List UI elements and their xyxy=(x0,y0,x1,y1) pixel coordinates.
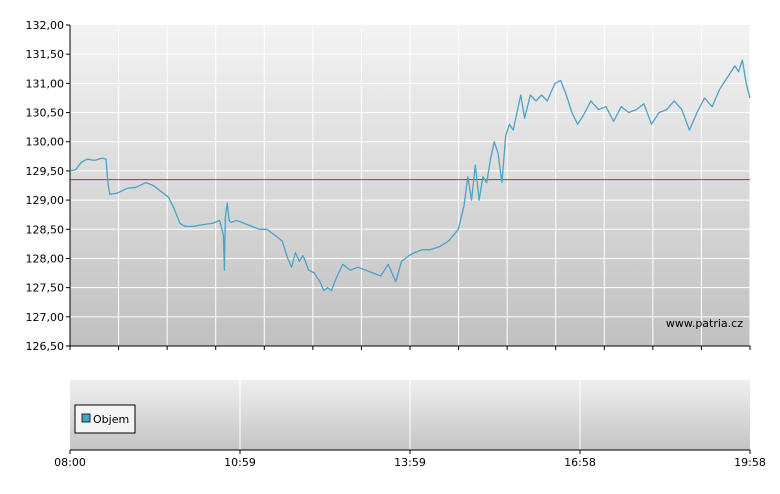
price-y-tick-label: 128,50 xyxy=(26,223,65,236)
price-y-tick-label: 132,00 xyxy=(26,19,65,32)
price-y-tick-label: 131,00 xyxy=(26,77,65,90)
volume-x-tick-label: 08:00 xyxy=(54,456,86,469)
volume-x-tick-label: 13:59 xyxy=(394,456,426,469)
price-panel: 132,00 131,50 131,00 130,50 130,00 129,50 129,… xyxy=(26,19,751,353)
price-y-ticks: 132,00 131,50 131,00 130,50 130,00 129,50 129,… xyxy=(26,19,70,353)
watermark: www.patria.cz xyxy=(666,317,743,330)
volume-x-ticks: 08:00 10:59 13:59 16:58 19:58 xyxy=(54,450,766,469)
price-y-tick-label: 131,50 xyxy=(26,48,65,61)
price-vertical-gridlines xyxy=(118,25,751,346)
volume-legend: Objem xyxy=(74,404,136,434)
price-y-tick-label: 130,00 xyxy=(26,136,65,149)
volume-x-tick-label: 19:58 xyxy=(734,456,766,469)
price-y-tick-label: 129,00 xyxy=(26,194,65,207)
price-series-line xyxy=(69,59,751,292)
price-y-tick-label: 128,00 xyxy=(26,252,65,265)
price-y-tick-label: 127,50 xyxy=(26,282,65,295)
price-y-tick-label: 129,50 xyxy=(26,165,65,178)
volume-legend-label: Objem xyxy=(93,413,129,426)
price-horizontal-gridlines xyxy=(70,53,750,318)
price-y-tick-label: 130,50 xyxy=(26,107,65,120)
volume-x-tick-label: 16:58 xyxy=(564,456,596,469)
volume-vertical-gridlines xyxy=(239,380,581,450)
price-y-tick-label: 127,00 xyxy=(26,311,65,324)
volume-legend-swatch xyxy=(81,413,91,423)
price-y-tick-label: 126,50 xyxy=(26,340,65,353)
price-x-tick-marks xyxy=(69,346,751,350)
volume-panel: Objem 08:00 10:59 13:59 16:58 19:58 xyxy=(54,380,766,469)
volume-x-tick-label: 10:59 xyxy=(224,456,256,469)
